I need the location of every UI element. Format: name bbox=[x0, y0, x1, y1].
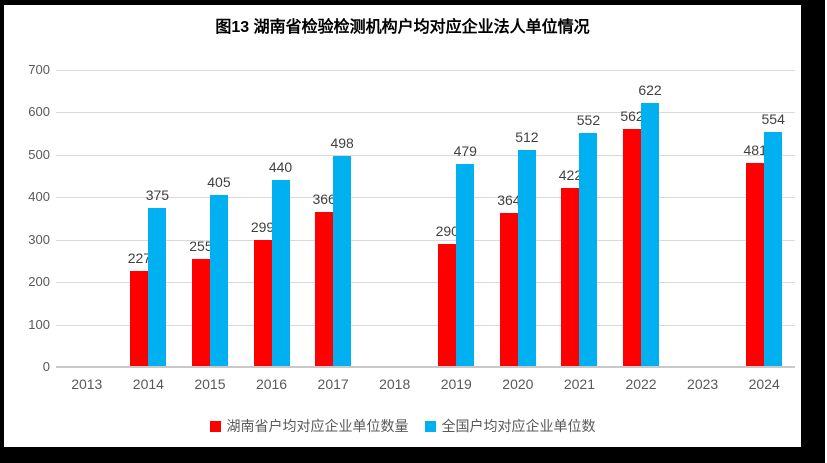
x-axis-label-2016: 2016 bbox=[255, 376, 288, 392]
x-axis-label-2021: 2021 bbox=[563, 376, 596, 392]
bar-value-series1-2015: 255 bbox=[189, 237, 213, 254]
legend-label: 湖南省户均对应企业单位数量 bbox=[226, 418, 409, 434]
bar-value-series2-2016: 440 bbox=[268, 159, 293, 176]
x-axis-label-2019: 2019 bbox=[440, 376, 472, 392]
y-axis-tick-100: 100 bbox=[28, 316, 50, 332]
bar-value-series1-2019: 290 bbox=[435, 222, 459, 239]
legend-item-2: 全国户均对应企业单位数 bbox=[424, 416, 596, 436]
bar-value-series2-2019: 479 bbox=[453, 142, 477, 159]
bar-value-series2-2015: 405 bbox=[207, 174, 231, 191]
y-axis-tick-200: 200 bbox=[28, 274, 50, 290]
legend-swatch-icon bbox=[209, 420, 221, 432]
bar-series1-2016 bbox=[253, 240, 272, 367]
bar-series2-2016 bbox=[271, 180, 290, 367]
legend: 湖南省户均对应企业单位数量 全国户均对应企业单位数 bbox=[4, 416, 801, 436]
bar-value-series2-2021: 552 bbox=[576, 111, 601, 128]
bar-series2-2019 bbox=[456, 163, 475, 367]
y-axis-tick-0: 0 bbox=[42, 359, 50, 374]
bar-value-series1-2014: 227 bbox=[127, 249, 152, 266]
bar-value-series1-2022: 562 bbox=[620, 107, 644, 124]
legend-item-1: 湖南省户均对应企业单位数量 bbox=[209, 416, 409, 436]
bar-value-series1-2021: 422 bbox=[558, 166, 583, 183]
y-axis-tick-400: 400 bbox=[28, 189, 50, 205]
x-axis-label-2014: 2014 bbox=[132, 376, 164, 392]
legend-label: 全国户均对应企业单位数 bbox=[441, 418, 596, 434]
chart-title: 图13 湖南省检验检测机构户均对应企业法人单位情况 bbox=[215, 19, 590, 36]
bar-value-series1-2024: 481 bbox=[743, 141, 767, 158]
legend-swatch-icon bbox=[424, 420, 436, 432]
bar-series2-2015 bbox=[209, 195, 228, 367]
gridline-500 bbox=[56, 154, 795, 156]
x-axis-label-2020: 2020 bbox=[502, 376, 534, 392]
bar-value-series2-2020: 512 bbox=[515, 128, 539, 145]
bar-value-series2-2024: 554 bbox=[761, 110, 785, 127]
gridline-300 bbox=[56, 239, 795, 241]
bar-series1-2017 bbox=[315, 211, 334, 367]
bar-value-series1-2017: 366 bbox=[312, 190, 336, 207]
bar-value-series2-2017: 498 bbox=[330, 134, 354, 151]
bar-value-series2-2014: 375 bbox=[145, 186, 170, 203]
bar-series2-2021 bbox=[579, 132, 598, 367]
bar-series1-2024 bbox=[746, 162, 765, 367]
gridline-400 bbox=[56, 197, 795, 199]
bar-series1-2020 bbox=[499, 212, 518, 367]
x-axis-line bbox=[56, 366, 795, 368]
bar-value-series2-2022: 622 bbox=[638, 82, 662, 99]
y-axis-tick-300: 300 bbox=[28, 231, 50, 247]
bar-value-series1-2020: 364 bbox=[497, 191, 521, 208]
gridline-600 bbox=[56, 112, 795, 114]
bar-series2-2022 bbox=[641, 103, 660, 367]
y-axis-tick-500: 500 bbox=[28, 146, 50, 162]
y-axis-tick-700: 700 bbox=[28, 62, 50, 77]
x-axis-label-2013: 2013 bbox=[71, 376, 103, 392]
bar-value-series1-2016: 299 bbox=[250, 219, 275, 236]
x-axis-label-2018: 2018 bbox=[379, 376, 411, 392]
bar-series2-2014 bbox=[148, 207, 167, 367]
x-axis-label-2024: 2024 bbox=[748, 376, 780, 392]
bar-series2-2017 bbox=[333, 155, 352, 367]
bar-series2-2024 bbox=[764, 131, 783, 367]
gridline-700 bbox=[56, 70, 795, 71]
bar-series1-2015 bbox=[191, 258, 210, 367]
gridline-100 bbox=[56, 324, 795, 326]
bar-series2-2020 bbox=[517, 149, 536, 367]
bar-series1-2014 bbox=[130, 270, 149, 367]
x-axis-label-2023: 2023 bbox=[687, 376, 719, 392]
bar-series1-2021 bbox=[561, 187, 580, 367]
bar-series1-2022 bbox=[623, 128, 642, 367]
x-axis-label-2022: 2022 bbox=[625, 376, 657, 392]
bar-series1-2019 bbox=[438, 243, 457, 367]
y-axis-tick-600: 600 bbox=[28, 104, 50, 120]
x-axis-label-2017: 2017 bbox=[317, 376, 349, 392]
x-axis-label-2015: 2015 bbox=[194, 376, 226, 392]
gridline-200 bbox=[56, 282, 795, 284]
